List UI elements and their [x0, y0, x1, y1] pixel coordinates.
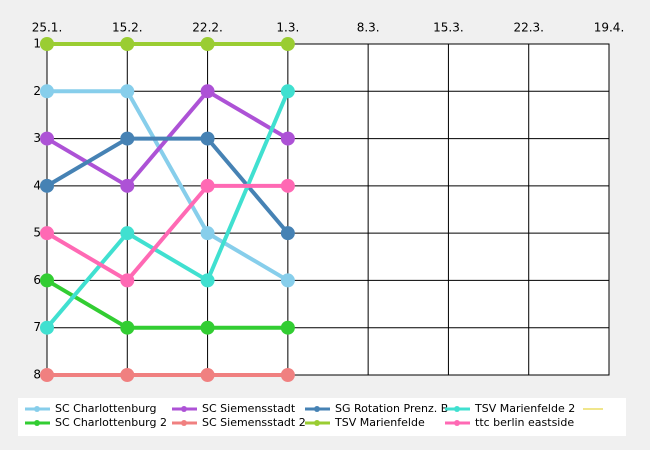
- legend-label: SC Siemensstadt: [202, 402, 296, 415]
- legend-marker: [454, 420, 460, 426]
- plot-border: [46, 43, 610, 376]
- legend-marker: [181, 420, 187, 426]
- y-tick-label: 7: [33, 320, 41, 334]
- marker: [40, 368, 54, 382]
- series-line: [45, 183, 288, 284]
- marker: [280, 37, 295, 51]
- marker: [280, 226, 295, 241]
- y-tick-label: 1: [33, 37, 41, 51]
- legend-label: SC Charlottenburg: [55, 402, 157, 415]
- plot-area: [47, 44, 609, 375]
- marker: [120, 37, 135, 51]
- marker: [120, 131, 135, 146]
- legend-marker: [454, 406, 460, 412]
- y-tick-label: 5: [33, 226, 41, 240]
- marker: [40, 178, 54, 193]
- legend-label: TSV Marienfelde: [334, 416, 425, 429]
- legend: [18, 398, 626, 436]
- marker: [40, 320, 54, 335]
- x-tick-label: 8.3.: [357, 21, 380, 35]
- marker: [40, 84, 54, 99]
- marker: [40, 273, 54, 288]
- marker: [120, 226, 135, 241]
- marker: [120, 178, 135, 193]
- marker: [120, 320, 135, 335]
- legend-label: SG Rotation Prenz. B: [335, 402, 448, 415]
- marker: [280, 368, 295, 382]
- marker: [200, 368, 215, 382]
- marker: [120, 368, 135, 382]
- marker: [280, 84, 295, 99]
- x-tick-label: 19.4.: [594, 21, 625, 35]
- legend-label: SC Siemensstadt 2: [202, 416, 306, 429]
- marker: [200, 320, 215, 335]
- legend-label: TSV Marienfelde 2: [474, 402, 575, 415]
- marker: [200, 84, 215, 99]
- y-tick-label: 8: [33, 368, 41, 382]
- legend-marker: [314, 420, 320, 426]
- legend-marker: [34, 420, 40, 426]
- marker: [200, 131, 215, 146]
- x-tick-label: 1.3.: [276, 21, 299, 35]
- legend-marker: [34, 406, 40, 412]
- marker: [40, 131, 54, 146]
- x-tick-label: 15.2.: [112, 21, 143, 35]
- marker: [200, 178, 215, 193]
- marker: [280, 273, 295, 288]
- y-tick-label: 2: [33, 84, 41, 98]
- y-tick-label: 6: [33, 273, 41, 287]
- marker: [280, 131, 295, 146]
- series-line: [47, 89, 289, 283]
- marker: [120, 273, 135, 288]
- marker: [40, 37, 54, 51]
- marker: [280, 320, 295, 335]
- series-line: [45, 278, 288, 330]
- legend-label: SC Charlottenburg 2: [55, 416, 167, 429]
- marker: [200, 273, 215, 288]
- x-tick-label: 22.3.: [513, 21, 544, 35]
- marker: [280, 178, 295, 193]
- x-tick-label: 22.2.: [192, 21, 223, 35]
- marker: [200, 226, 215, 241]
- x-tick-label: 15.3.: [433, 21, 464, 35]
- x-tick-label: 25.1.: [32, 21, 63, 35]
- legend-marker: [314, 406, 320, 412]
- y-tick-label: 4: [33, 178, 41, 192]
- marker: [40, 226, 54, 241]
- legend-marker: [181, 406, 187, 412]
- marker: [120, 84, 135, 99]
- marker: [200, 37, 215, 51]
- legend-label: ttc berlin eastside: [475, 416, 574, 429]
- y-tick-label: 3: [33, 131, 41, 145]
